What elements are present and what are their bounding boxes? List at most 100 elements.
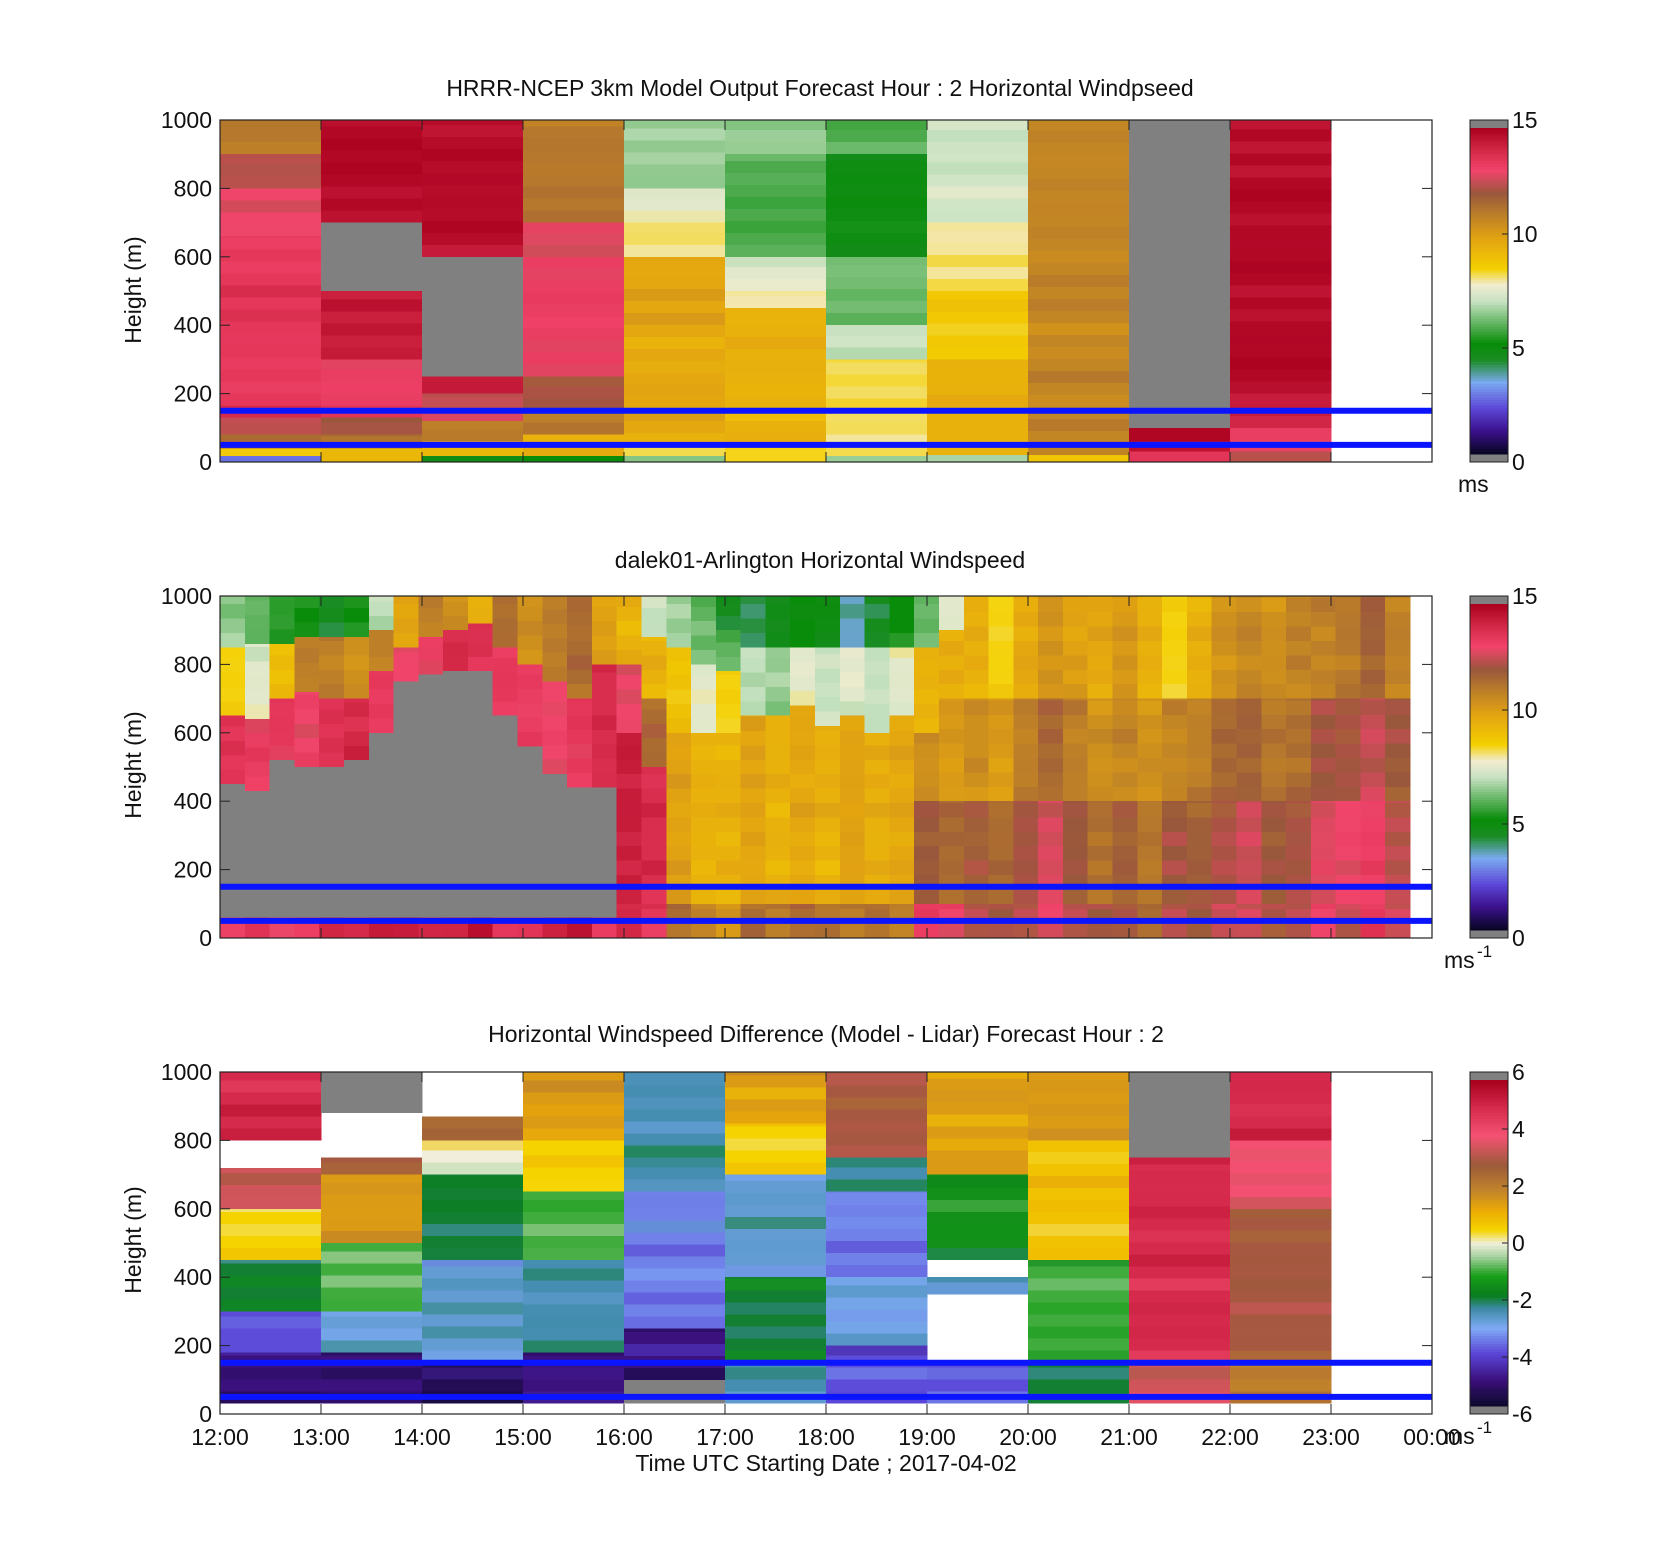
heat-stripe — [517, 674, 543, 689]
colorbar-swatch — [1470, 269, 1508, 273]
heat-cell — [244, 790, 271, 918]
y-tick-label: 800 — [174, 651, 212, 677]
colorbar-swatch — [1470, 1243, 1508, 1247]
heat-stripe — [244, 747, 271, 763]
heat-stripe — [715, 860, 742, 875]
heat-stripe — [1360, 903, 1386, 910]
heat-stripe — [1186, 684, 1213, 699]
heat-stripe — [988, 700, 1014, 715]
heat-stripe — [815, 774, 841, 789]
colorbar-swatch — [1470, 1381, 1508, 1385]
heat-stripe — [1335, 758, 1362, 773]
colorbar-swatch — [1470, 388, 1508, 393]
colorbar-swatch — [1470, 448, 1508, 452]
heat-stripe — [1211, 786, 1238, 802]
heat-cell — [567, 596, 593, 699]
heat-stripe — [666, 889, 692, 904]
colorbar-swatch — [1470, 910, 1508, 915]
heat-stripe — [1286, 923, 1312, 938]
heat-cell — [1211, 596, 1238, 699]
heat-stripe — [1162, 597, 1188, 613]
heat-stripe — [1112, 860, 1138, 875]
heat-stripe — [1112, 597, 1138, 613]
heat-stripe — [1038, 831, 1064, 847]
heat-stripe — [220, 1260, 322, 1264]
heat-stripe — [988, 889, 1014, 904]
heat-stripe — [938, 860, 965, 875]
heat-stripe — [725, 336, 827, 349]
heat-stripe — [666, 689, 692, 704]
heat-stripe — [765, 903, 791, 910]
x-tick-label: 12:00 — [191, 1424, 249, 1450]
x-tick-label: 17:00 — [696, 1424, 754, 1450]
colorbar-swatch — [1470, 886, 1508, 890]
heat-stripe — [1186, 903, 1213, 910]
heat-stripe — [725, 360, 827, 373]
heat-stripe — [1087, 729, 1114, 744]
heat-stripe — [1162, 655, 1188, 670]
heat-cell — [1261, 698, 1287, 802]
heat-stripe — [220, 333, 322, 346]
heat-stripe — [889, 923, 915, 938]
colorbar-swatch — [1470, 815, 1508, 820]
colorbar-swatch — [1470, 1313, 1508, 1317]
colorbar-swatch — [1470, 905, 1508, 909]
heat-stripe — [220, 1248, 322, 1261]
colorbar-swatch — [1470, 247, 1508, 251]
heat-stripe — [1038, 923, 1064, 938]
heat-stripe — [523, 1352, 625, 1356]
colorbar-swatch — [1470, 274, 1508, 278]
colorbar-swatch — [1470, 693, 1508, 697]
heat-stripe — [542, 730, 568, 746]
colorbar-swatch — [1470, 1397, 1508, 1402]
colorbar-swatch — [1470, 339, 1508, 344]
heat-cell — [393, 681, 419, 918]
heat-stripe — [715, 689, 742, 704]
colorbar-swatch — [1470, 758, 1508, 763]
heat-stripe — [1360, 889, 1386, 904]
colorbar-swatch — [1470, 864, 1508, 869]
heat-stripe — [1162, 831, 1188, 847]
heat-stripe — [963, 889, 990, 904]
colorbar-swatch — [1470, 644, 1508, 648]
heat-stripe — [220, 1224, 322, 1237]
y-ticks: 0 200 400 600 800 1000 — [161, 107, 1432, 475]
heat-stripe — [927, 371, 1029, 384]
heat-stripe — [826, 154, 928, 161]
heat-stripe — [715, 718, 742, 733]
heat-stripe — [422, 393, 524, 397]
colorbar-swatch — [1470, 671, 1508, 676]
y-tick-label: 400 — [174, 312, 212, 338]
heat-cell — [1038, 596, 1064, 699]
colorbar-swatch — [1470, 1226, 1508, 1230]
heat-stripe — [1286, 758, 1312, 773]
heat-stripe — [616, 831, 643, 847]
heat-stripe — [839, 923, 866, 938]
heat-stripe — [393, 632, 419, 648]
heat-stripe — [542, 923, 568, 938]
heat-cell — [269, 760, 295, 918]
heat-stripe — [624, 1145, 726, 1158]
colorbar-swatch — [1470, 307, 1508, 311]
heat-stripe — [927, 1072, 1029, 1079]
heat-stripe — [1013, 803, 1039, 818]
heat-stripe — [666, 903, 692, 910]
heat-stripe — [826, 244, 928, 257]
colorbar-swatch — [1470, 166, 1508, 170]
heat-cell — [422, 256, 524, 377]
heat-stripe — [1230, 237, 1332, 250]
heat-stripe — [725, 244, 827, 257]
heat-cell — [1137, 698, 1163, 802]
heat-stripe — [839, 774, 866, 789]
heat-stripe — [1028, 1080, 1130, 1093]
heat-stripe — [740, 632, 767, 648]
heat-stripe — [1112, 903, 1138, 910]
heat-stripe — [1385, 831, 1411, 847]
colorbar-swatch — [1470, 848, 1508, 852]
heat-stripe — [321, 1251, 423, 1264]
heat-stripe — [616, 621, 643, 636]
heat-stripe — [826, 374, 928, 387]
heat-stripe — [826, 1309, 928, 1322]
heat-stripe — [691, 903, 717, 910]
colorbar-swatch — [1470, 881, 1508, 885]
